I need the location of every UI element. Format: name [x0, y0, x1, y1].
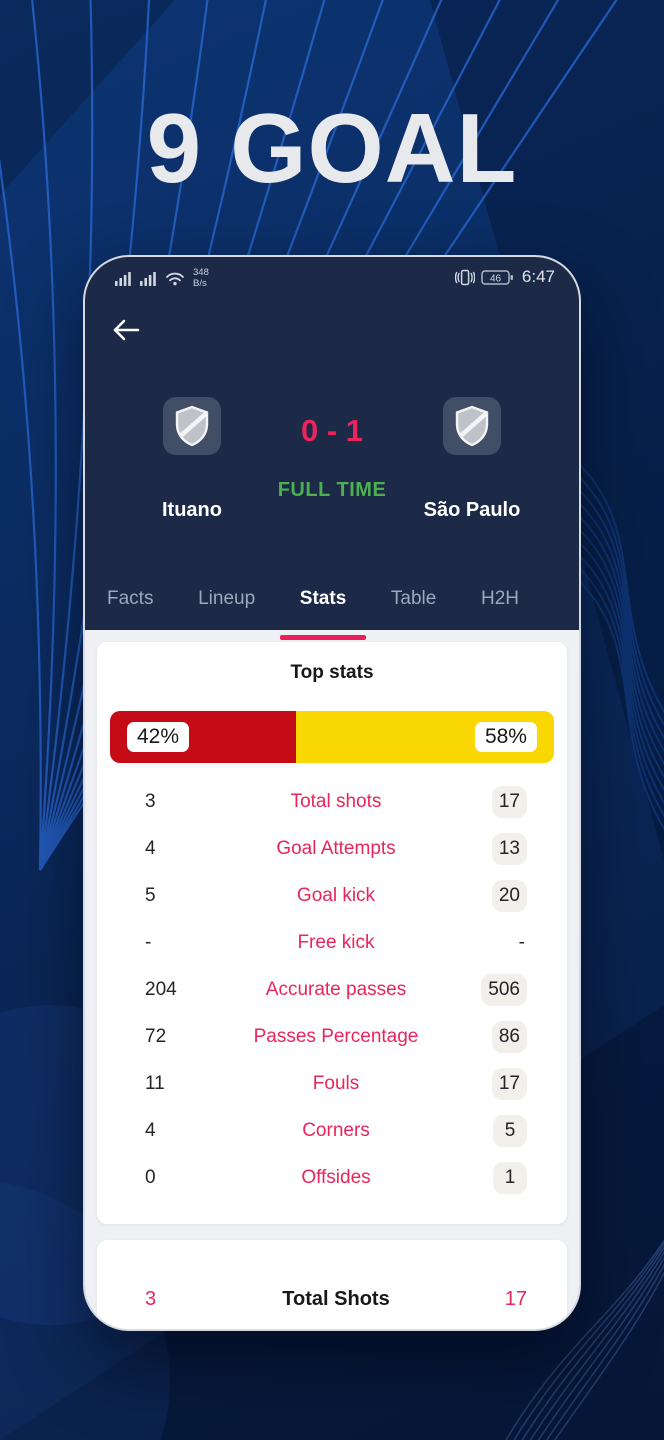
- possession-home-segment: 42%: [110, 711, 297, 763]
- away-team-name: São Paulo: [423, 499, 521, 521]
- stat-home-value: 4: [145, 837, 156, 859]
- away-team-badge: [443, 397, 501, 455]
- stat-label: Goal kick: [296, 884, 376, 906]
- stat-label: Total shots: [290, 790, 382, 812]
- stat-label: Corners: [302, 1119, 370, 1141]
- battery-icon: 46: [481, 269, 513, 285]
- possession-away-value: 58%: [474, 722, 537, 752]
- stat-home-value: 11: [145, 1072, 165, 1094]
- stat-away-value: 17: [491, 785, 527, 818]
- total-shots-home-value: 3: [145, 1287, 157, 1310]
- stat-home-value: 5: [145, 884, 156, 906]
- stat-label: Goal Attempts: [276, 837, 396, 859]
- tab[interactable]: Facts: [107, 588, 154, 609]
- shield-icon: [175, 405, 209, 447]
- app-banner-title: 9 GOAL: [146, 93, 518, 203]
- top-stats-title: Top stats: [290, 662, 374, 683]
- stat-row: 5 Goal kick 20: [97, 872, 567, 919]
- network-speed-unit: B/s: [193, 278, 207, 290]
- phone-mockup: 348 B/s 46 6:47: [83, 255, 581, 1331]
- match-summary: Ituano 0 - 1 FULL TIME São Paulo: [85, 397, 579, 522]
- cellular-signal-icon-1: [115, 271, 131, 286]
- stat-label: Accurate passes: [265, 978, 407, 1000]
- battery-level-text: 46: [490, 273, 502, 284]
- wifi-icon: [166, 272, 184, 286]
- stat-row: 4 Goal Attempts 13: [97, 825, 567, 872]
- stat-away-value: 20: [491, 879, 527, 912]
- stat-home-value: 4: [145, 1119, 156, 1141]
- match-header: 348 B/s 46 6:47: [85, 257, 579, 630]
- home-team[interactable]: Ituano: [107, 397, 277, 522]
- away-team[interactable]: São Paulo: [387, 397, 557, 522]
- total-shots-card: 3 Total Shots 17: [97, 1240, 567, 1329]
- stat-home-value: 0: [145, 1166, 156, 1188]
- stat-away-value: 13: [491, 832, 527, 865]
- stat-home-value: -: [145, 931, 152, 953]
- tab[interactable]: Stats: [298, 584, 348, 630]
- tab[interactable]: Table: [390, 588, 437, 609]
- stat-away-value: 17: [491, 1067, 527, 1100]
- stat-label: Offsides: [301, 1166, 371, 1188]
- stat-home-value: 204: [145, 978, 177, 1000]
- possession-home-value: 42%: [127, 722, 190, 752]
- stat-away-value: 5: [493, 1114, 527, 1147]
- stat-row: 11 Fouls 17: [97, 1060, 567, 1107]
- stat-away-value: 1: [493, 1161, 527, 1194]
- clock-time: 6:47: [521, 267, 555, 286]
- total-shots-away-value: 17: [504, 1287, 527, 1310]
- stat-away-value: -: [518, 931, 525, 953]
- top-stats-card: Top stats 42% 58% 3 Total shots 17: [97, 642, 567, 1224]
- stat-label: Passes Percentage: [253, 1025, 419, 1047]
- cellular-signal-icon-2: [140, 271, 156, 286]
- stat-away-value: 506: [481, 973, 527, 1006]
- stat-row: 0 Offsides 1: [97, 1154, 567, 1201]
- stat-home-value: 3: [145, 790, 156, 812]
- stat-row: 4 Corners 5: [97, 1107, 567, 1154]
- shield-icon: [455, 405, 489, 447]
- stat-label: Fouls: [312, 1072, 360, 1094]
- right-swoosh-lines: [574, 459, 664, 831]
- total-shots-label: Total Shots: [282, 1287, 390, 1310]
- back-button[interactable]: [111, 317, 141, 343]
- possession-bar: 42% 58%: [110, 711, 554, 763]
- stat-row: 204 Accurate passes 506: [97, 966, 567, 1013]
- match-status: FULL TIME: [277, 479, 387, 501]
- stat-away-value: 86: [491, 1020, 527, 1053]
- stat-row: - Free kick -: [97, 919, 567, 966]
- score: 0 - 1: [300, 413, 364, 448]
- back-arrow-icon: [113, 319, 140, 341]
- status-bar: 348 B/s 46 6:47: [85, 257, 579, 290]
- possession-away-segment: 58%: [296, 711, 554, 763]
- tab[interactable]: H2H: [480, 588, 519, 609]
- network-speed-value: 348: [193, 267, 209, 278]
- tab[interactable]: Lineup: [198, 588, 256, 609]
- bottom-wave-lines: [505, 1239, 664, 1440]
- stats-screen: Top stats 42% 58% 3 Total shots 17: [85, 630, 579, 1329]
- stat-home-value: 72: [145, 1025, 167, 1047]
- vibrate-icon: [454, 269, 475, 285]
- tab-bar: Facts Lineup Stats Table H2H: [85, 578, 579, 630]
- home-team-badge: [163, 397, 221, 455]
- network-speed: 348 B/s: [193, 267, 209, 290]
- stat-label: Free kick: [297, 931, 375, 953]
- home-team-name: Ituano: [162, 499, 222, 521]
- stat-row: 72 Passes Percentage 86: [97, 1013, 567, 1060]
- stats-rows: 3 Total shots 17 4 Goal Attempts 13: [97, 778, 567, 1201]
- stat-row: 3 Total shots 17: [97, 778, 567, 825]
